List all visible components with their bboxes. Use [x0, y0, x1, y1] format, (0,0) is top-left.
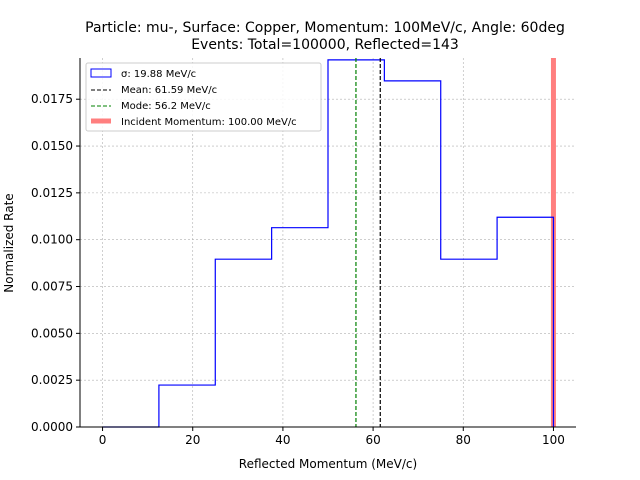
- axes: [79, 58, 576, 428]
- chart-title-line2: Events: Total=100000, Reflected=143: [191, 37, 459, 53]
- histogram-step-outline: [102, 59, 555, 428]
- x-tick-label-0: 0: [99, 433, 107, 447]
- legend-incident-label: Incident Momentum: 100.00 MeV/c: [121, 117, 297, 128]
- histogram-bin-2: [215, 259, 271, 427]
- legend-sigma-swatch: [90, 68, 112, 78]
- y-tick-label-3: 0.0075: [31, 280, 73, 294]
- histogram-bars: [102, 59, 555, 428]
- statistic-lines: [355, 58, 381, 427]
- y-tick-label-1: 0.0025: [31, 373, 73, 387]
- chart-title-line1: Particle: mu-, Surface: Copper, Momentum…: [85, 20, 565, 36]
- histogram-bin-7: [497, 217, 553, 427]
- x-tick-label-2: 40: [275, 433, 290, 447]
- x-axis-label: Reflected Momentum (MeV/c): [239, 457, 417, 471]
- y-tick-label-5: 0.0125: [31, 186, 73, 200]
- legend-mean-label: Mean: 61.59 MeV/c: [121, 85, 217, 96]
- y-axis-label: Normalized Rate: [2, 193, 16, 292]
- x-tick-label-1: 20: [185, 433, 200, 447]
- y-tick-label-0: 0.0000: [31, 420, 73, 434]
- histogram-bin-1: [159, 385, 215, 427]
- legend-mode-label: Mode: 56.2 MeV/c: [121, 101, 211, 112]
- histogram-bin-6: [441, 259, 497, 427]
- legend: σ: 19.88 MeV/c Mean: 61.59 MeV/c Mode: 5…: [85, 62, 322, 132]
- y-tick-label-2: 0.0050: [31, 326, 73, 340]
- ticks: 0 20 40 60 80 100 0.0000 0.0025 0.0050 0.0075 0.01…: [31, 92, 565, 447]
- y-tick-label-6: 0.0150: [31, 139, 73, 153]
- x-tick-label-5: 100: [542, 433, 565, 447]
- histogram-bin-5: [384, 81, 440, 427]
- y-tick-label-4: 0.0100: [31, 233, 73, 247]
- legend-sigma-label: σ: 19.88 MeV/c: [121, 69, 196, 80]
- x-tick-label-3: 60: [365, 433, 380, 447]
- y-tick-label-7: 0.0175: [31, 92, 73, 106]
- legend-frame: [85, 62, 322, 132]
- histogram-bin-3: [272, 228, 328, 427]
- x-tick-label-4: 80: [456, 433, 471, 447]
